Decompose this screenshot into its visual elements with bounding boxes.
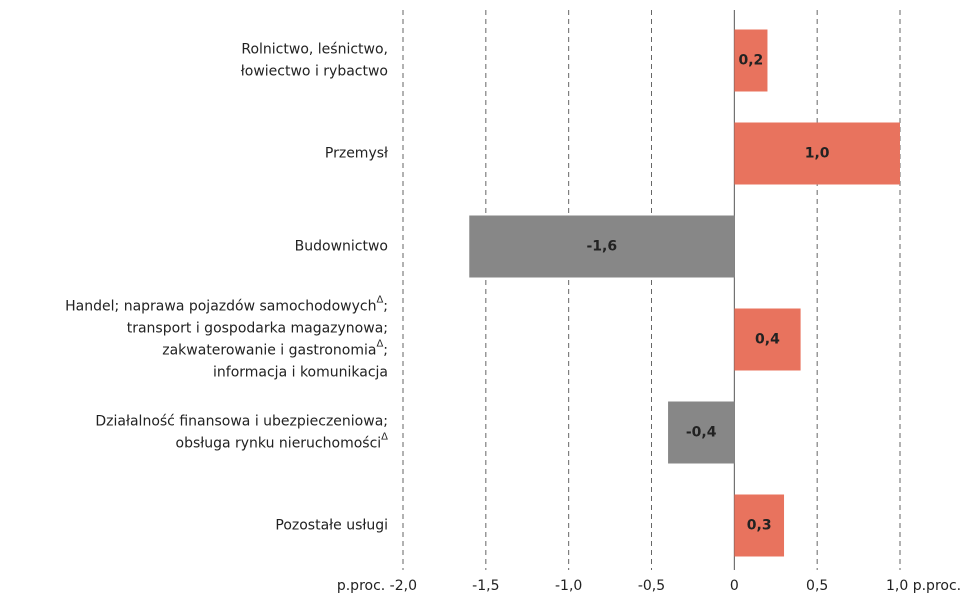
category-text: ;: [383, 299, 388, 315]
superscript: Δ: [376, 339, 383, 350]
category-text: zakwaterowanie i gastronomia: [162, 343, 376, 359]
bar: [734, 122, 900, 185]
category-text: obsługa rynku nieruchomości: [176, 436, 382, 452]
bar: [469, 215, 735, 278]
x-tick-label: -1,5: [472, 578, 499, 594]
superscript: Δ: [376, 295, 383, 306]
category-label: Budownictwo: [295, 239, 388, 255]
superscript: Δ: [381, 432, 388, 443]
bar: [734, 494, 785, 557]
x-tick-label: -1,0: [555, 578, 582, 594]
category-label: Przemysł: [325, 146, 388, 162]
bar: [668, 401, 735, 464]
value-label: -0,4: [686, 425, 717, 441]
value-label: 0,4: [755, 332, 780, 348]
x-tick-label: p.proc. -2,0: [337, 578, 417, 594]
category-label: zakwaterowanie i gastronomiaΔ;: [162, 339, 388, 359]
category-label: Rolnictwo, leśnictwo,: [241, 42, 388, 58]
value-label: -1,6: [586, 239, 617, 255]
value-label: 1,0: [805, 146, 830, 162]
x-tick-label: 0: [730, 578, 739, 594]
category-text: ;: [383, 343, 388, 359]
x-tick-label: 0,5: [806, 578, 828, 594]
category-text: Handel; naprawa pojazdów samochodowych: [65, 299, 376, 315]
category-label: informacja i komunikacja: [213, 365, 388, 381]
value-label: 0,2: [738, 53, 763, 69]
category-label: obsługa rynku nieruchomościΔ: [176, 432, 389, 452]
category-label: Handel; naprawa pojazdów samochodowychΔ;: [65, 295, 388, 315]
category-label: transport i gospodarka magazynowa;: [127, 321, 388, 337]
bar: [734, 29, 768, 92]
category-label: Pozostałe usługi: [275, 518, 388, 534]
category-label: łowiectwo i rybactwo: [241, 64, 388, 80]
bar: [734, 308, 801, 371]
x-tick-label: 1,0 p.proc.: [886, 578, 961, 594]
value-label: 0,3: [747, 518, 772, 534]
category-label: Działalność finansowa i ubezpieczeniowa;: [95, 414, 388, 430]
x-tick-label: -0,5: [638, 578, 665, 594]
